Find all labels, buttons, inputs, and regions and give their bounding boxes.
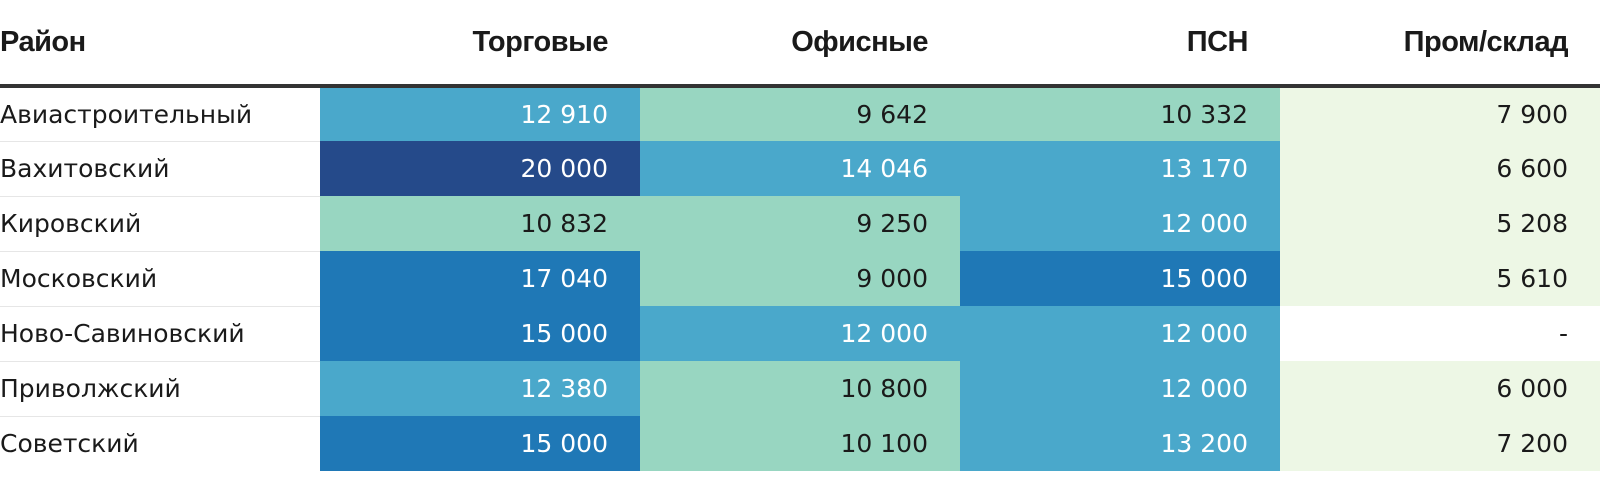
cell-retail: 17 040 — [320, 251, 640, 306]
cell-office: 9 000 — [640, 251, 960, 306]
cell-psn: 15 000 — [960, 251, 1280, 306]
table-body: Авиастроительный 12 910 9 642 10 332 7 900 Ва… — [0, 86, 1600, 471]
cell-psn: 12 000 — [960, 196, 1280, 251]
table-row: Вахитовский 20 000 14 046 13 170 6 600 — [0, 141, 1600, 197]
table-row: Московский 17 040 9 000 15 000 5 610 — [0, 251, 1600, 307]
cell-psn: 12 000 — [960, 306, 1280, 361]
header-row: Район Торговые Офисные ПСН Пром/склад — [0, 0, 1600, 88]
cell-office: 10 100 — [640, 416, 960, 471]
cell-industrial: 6 000 — [1280, 361, 1600, 416]
table-row: Советский 15 000 10 100 13 200 7 200 — [0, 416, 1600, 471]
cell-psn: 13 200 — [960, 416, 1280, 471]
cell-retail: 10 832 — [320, 196, 640, 251]
cell-industrial: 7 200 — [1280, 416, 1600, 471]
cell-office: 9 642 — [640, 86, 960, 141]
heatmap-table: Район Торговые Офисные ПСН Пром/склад Ав… — [0, 0, 1600, 471]
district-name: Советский — [0, 416, 320, 471]
district-name: Ново-Савиновский — [0, 306, 320, 362]
cell-office: 12 000 — [640, 306, 960, 361]
column-header-district: Район — [0, 0, 320, 88]
cell-retail: 20 000 — [320, 141, 640, 196]
cell-psn: 10 332 — [960, 86, 1280, 141]
column-header-industrial: Пром/склад — [1280, 0, 1600, 88]
district-name: Авиастроительный — [0, 86, 320, 142]
cell-office: 14 046 — [640, 141, 960, 196]
cell-retail: 15 000 — [320, 306, 640, 361]
district-name: Кировский — [0, 196, 320, 252]
column-header-retail: Торговые — [320, 0, 640, 88]
cell-industrial: 7 900 — [1280, 86, 1600, 141]
cell-retail: 12 910 — [320, 86, 640, 141]
cell-psn: 12 000 — [960, 361, 1280, 416]
district-name: Московский — [0, 251, 320, 307]
cell-industrial: 5 208 — [1280, 196, 1600, 251]
cell-industrial: 6 600 — [1280, 141, 1600, 196]
table-row: Авиастроительный 12 910 9 642 10 332 7 900 — [0, 86, 1600, 142]
table-row: Приволжский 12 380 10 800 12 000 6 000 — [0, 361, 1600, 417]
column-header-office: Офисные — [640, 0, 960, 88]
cell-office: 10 800 — [640, 361, 960, 416]
district-name: Вахитовский — [0, 141, 320, 197]
cell-industrial: - — [1280, 306, 1600, 361]
district-name: Приволжский — [0, 361, 320, 417]
cell-psn: 13 170 — [960, 141, 1280, 196]
table-row: Кировский 10 832 9 250 12 000 5 208 — [0, 196, 1600, 252]
cell-industrial: 5 610 — [1280, 251, 1600, 306]
column-header-psn: ПСН — [960, 0, 1280, 88]
table-row: Ново-Савиновский 15 000 12 000 12 000- — [0, 306, 1600, 362]
cell-retail: 15 000 — [320, 416, 640, 471]
cell-office: 9 250 — [640, 196, 960, 251]
cell-retail: 12 380 — [320, 361, 640, 416]
